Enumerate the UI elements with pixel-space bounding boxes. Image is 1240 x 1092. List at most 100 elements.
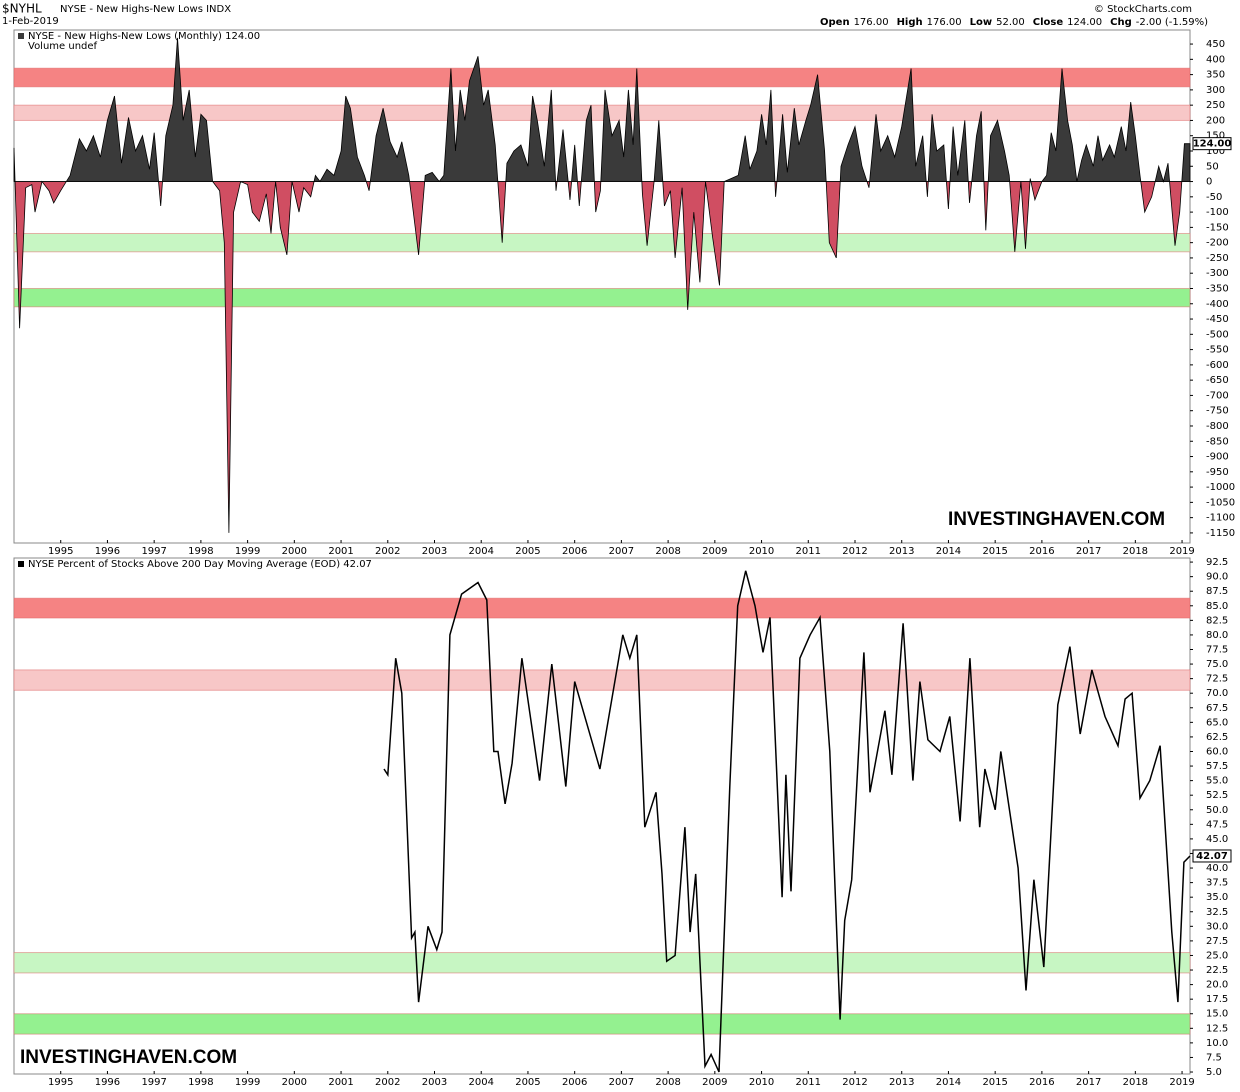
y-tick-label: 30.0: [1206, 921, 1228, 932]
y-tick-label: 80.0: [1206, 630, 1228, 641]
quote-label: Close: [1033, 17, 1064, 28]
quote-label: Open: [820, 17, 850, 28]
date: 1-Feb-2019: [2, 16, 59, 27]
y-tick-label: -500: [1206, 329, 1229, 340]
x-tick-label: 1995: [48, 546, 73, 557]
x-tick-label: 2002: [375, 1077, 400, 1088]
y-tick-label: 35.0: [1206, 892, 1228, 903]
y-tick-label: -900: [1206, 452, 1229, 463]
y-tick-label: 52.5: [1206, 790, 1228, 801]
y-tick-label: 15.0: [1206, 1009, 1228, 1020]
x-tick-label: 2012: [842, 546, 867, 557]
x-tick-label: 2007: [609, 1077, 634, 1088]
source: © StockCharts.com: [1094, 4, 1192, 15]
y-tick-label: 5.0: [1206, 1067, 1222, 1078]
x-tick-label: 2015: [982, 546, 1007, 557]
x-tick-label: 2004: [468, 1077, 493, 1088]
x-tick-label: 2005: [515, 1077, 540, 1088]
y-tick-label: 45.0: [1206, 834, 1228, 845]
x-tick-label: 1997: [141, 546, 166, 557]
band: [13, 104, 1191, 121]
x-tick-label: 2007: [609, 546, 634, 557]
band: [13, 67, 1191, 88]
x-tick-label: 2003: [422, 1077, 447, 1088]
y-tick-label: 7.5: [1206, 1052, 1222, 1063]
y-tick-label: -1050: [1206, 497, 1235, 508]
y-tick-label: 87.5: [1206, 586, 1228, 597]
y-tick-label: -450: [1206, 314, 1229, 325]
y-tick-label: -250: [1206, 253, 1229, 264]
y-tick-label: -850: [1206, 436, 1229, 447]
y-tick-label: 72.5: [1206, 674, 1228, 685]
x-tick-label: 1999: [235, 546, 260, 557]
x-tick-label: 2016: [1029, 546, 1054, 557]
legend-swatch: [18, 33, 24, 39]
x-tick-label: 1998: [188, 1077, 213, 1088]
y-tick-label: -1150: [1206, 528, 1235, 539]
y-tick-label: 92.5: [1206, 557, 1228, 568]
x-tick-label: 2008: [655, 546, 680, 557]
legend-entry: NYSE Percent of Stocks Above 200 Day Mov…: [28, 559, 372, 570]
x-tick-label: 2000: [282, 1077, 307, 1088]
x-tick-label: 2002: [375, 546, 400, 557]
x-tick-label: 2008: [655, 1077, 680, 1088]
x-tick-label: 2005: [515, 546, 540, 557]
y-tick-label: 17.5: [1206, 994, 1228, 1005]
x-tick-label: 2001: [328, 1077, 353, 1088]
x-tick-label: 2006: [562, 1077, 587, 1088]
x-tick-label: 2016: [1029, 1077, 1054, 1088]
y-tick-label: -750: [1206, 406, 1229, 417]
quote-value: -2.00 (-1.59%): [1136, 17, 1208, 28]
x-tick-label: 2018: [1123, 1077, 1148, 1088]
quote-label: Chg: [1110, 17, 1132, 28]
x-tick-label: 1998: [188, 546, 213, 557]
y-tick-label: 12.5: [1206, 1023, 1228, 1034]
x-tick-label: 1999: [235, 1077, 260, 1088]
y-tick-label: -950: [1206, 467, 1229, 478]
y-tick-label: 70.0: [1206, 688, 1228, 699]
y-tick-label: 450: [1206, 39, 1225, 50]
y-tick-label: -400: [1206, 299, 1229, 310]
band: [13, 287, 1191, 308]
x-tick-label: 2009: [702, 1077, 727, 1088]
y-tick-label: 250: [1206, 100, 1225, 111]
x-tick-label: 2011: [796, 546, 821, 557]
y-tick-label: 65.0: [1206, 717, 1228, 728]
x-tick-label: 1996: [95, 546, 120, 557]
y-tick-label: -350: [1206, 283, 1229, 294]
quote-label: Low: [970, 17, 992, 28]
y-tick-label: 100: [1206, 146, 1225, 157]
y-tick-label: 60.0: [1206, 746, 1228, 757]
y-tick-label: 75.0: [1206, 659, 1228, 670]
watermark: INVESTINGHAVEN.COM: [20, 1047, 237, 1068]
x-tick-label: 2017: [1076, 546, 1101, 557]
x-tick-label: 2018: [1123, 546, 1148, 557]
y-tick-label: -100: [1206, 207, 1229, 218]
x-tick-label: 2017: [1076, 1077, 1101, 1088]
y-tick-label: -1000: [1206, 482, 1235, 493]
watermark: INVESTINGHAVEN.COM: [948, 509, 1165, 530]
last-value-box: [1192, 137, 1232, 151]
x-tick-label: 2019: [1169, 546, 1194, 557]
quote: Open 176.00 High 176.00 Low 52.00 Close 124.00 C…: [820, 17, 1208, 28]
x-tick-label: 2010: [749, 546, 774, 557]
y-tick-label: 300: [1206, 85, 1225, 96]
area: [13, 37, 1191, 533]
y-tick-label: 82.5: [1206, 615, 1228, 626]
y-tick-label: -50: [1206, 192, 1222, 203]
y-tick-label: 32.5: [1206, 907, 1228, 918]
y-tick-label: -1100: [1206, 513, 1235, 524]
x-tick-label: 2013: [889, 546, 914, 557]
y-tick-label: -700: [1206, 390, 1229, 401]
x-tick-label: 2019: [1169, 1077, 1194, 1088]
y-tick-label: 50.0: [1206, 805, 1228, 816]
y-tick-label: -200: [1206, 238, 1229, 249]
y-tick-label: 62.5: [1206, 732, 1228, 743]
symbol: $NYHL: [2, 2, 42, 16]
y-tick-label: 50: [1206, 161, 1219, 172]
y-tick-label: -800: [1206, 421, 1229, 432]
quote-label: High: [897, 17, 923, 28]
y-tick-label: -300: [1206, 268, 1229, 279]
